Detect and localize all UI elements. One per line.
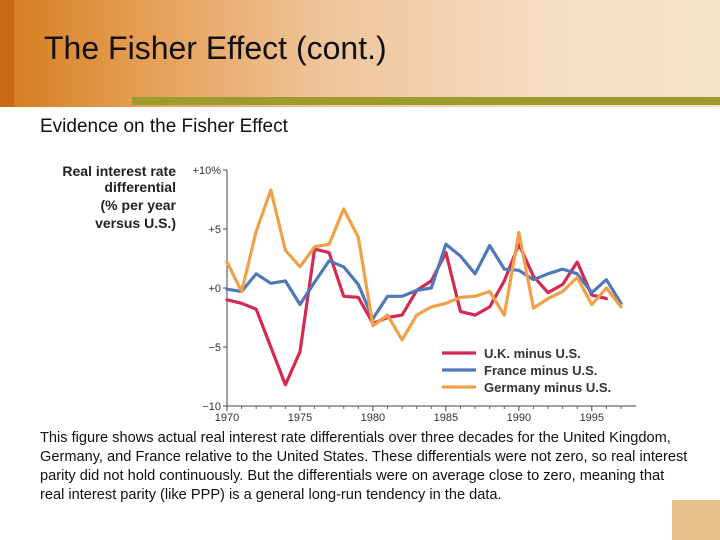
y-tick-label: +0	[208, 283, 221, 295]
corner-accent	[672, 500, 720, 540]
chart-legend: U.K. minus U.S. France minus U.S. Germany …	[442, 346, 611, 395]
title-rule	[132, 97, 720, 105]
slide-caption: This figure shows actual real interest r…	[40, 430, 688, 503]
series-lines	[225, 188, 623, 387]
y-tick-label: −10	[202, 401, 221, 413]
slide-subtitle: Evidence on the Fisher Effect	[40, 116, 288, 137]
x-tick-label: 1990	[507, 412, 531, 424]
x-tick-label: 1975	[288, 412, 312, 424]
series-line-1	[225, 242, 623, 321]
y-axis-label-line-1: Real interest rate	[62, 163, 176, 179]
x-tick-label: 1980	[361, 412, 385, 424]
legend-label: U.K. minus U.S.	[484, 346, 581, 361]
y-tick-label: −5	[208, 342, 221, 354]
header-accent-bar	[0, 0, 14, 107]
slide-title: The Fisher Effect (cont.)	[44, 30, 387, 66]
series-line-2	[225, 188, 623, 342]
y-axis-ticks: +10% +5 +0 −5 −10	[193, 165, 227, 413]
legend-label: Germany minus U.S.	[484, 380, 611, 395]
y-tick-label: +10%	[193, 165, 222, 177]
x-tick-label: 1985	[434, 412, 458, 424]
y-axis-label-line-4: versus U.S.)	[95, 215, 176, 231]
y-tick-label: +5	[208, 224, 221, 236]
y-axis-label-line-3: (% per year	[101, 197, 177, 213]
x-tick-label: 1995	[580, 412, 604, 424]
legend-label: France minus U.S.	[484, 363, 597, 378]
y-axis-label-line-2: differential	[104, 179, 176, 195]
header-band	[0, 0, 720, 107]
x-tick-label: 1970	[215, 412, 239, 424]
x-axis-ticks: 1970 1975 1980 1985 1990 1995	[215, 406, 622, 424]
